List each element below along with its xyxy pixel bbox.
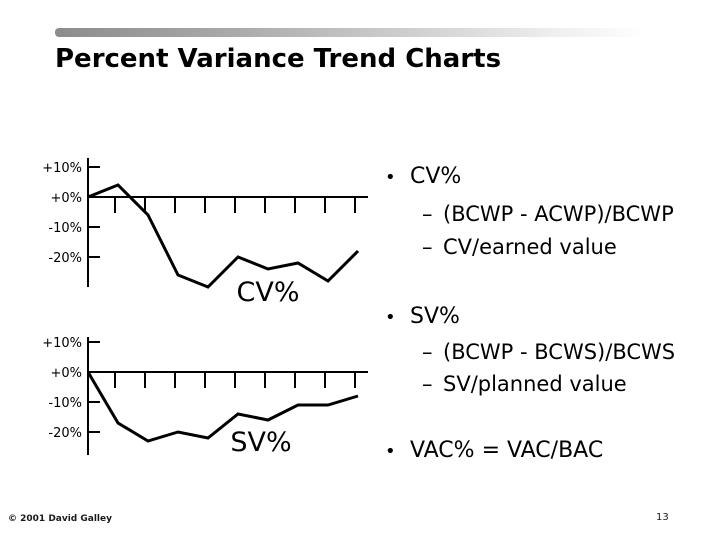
bullet-icon: •	[385, 307, 396, 328]
bullet-cv-sub-1-text: (BCWP - ACWP)/BCWP	[443, 202, 674, 226]
trend-line	[86, 371, 359, 443]
bullet-cv-sub-1: – (BCWP - ACWP)/BCWP	[422, 202, 674, 226]
chart-title-label: CV%	[237, 277, 300, 308]
dash-icon: –	[422, 372, 433, 396]
bullet-sv-sub-2-text: SV/planned value	[443, 372, 627, 396]
copyright-text: © 2001 David Galley	[8, 514, 112, 524]
y-tick-label: -10%	[48, 396, 82, 411]
y-tick-label: +10%	[42, 161, 82, 176]
sv-trend-chart: +10% +0% -10% -20% SV%	[42, 336, 368, 458]
bullet-cv: • CV%	[385, 164, 461, 189]
page-title: Percent Variance Trend Charts	[55, 44, 502, 74]
bullet-vac-label: VAC% = VAC/BAC	[410, 438, 604, 463]
dash-icon: –	[422, 202, 433, 226]
bullet-sv-sub-2: – SV/planned value	[422, 372, 627, 396]
y-tick-label: +0%	[50, 366, 82, 381]
y-tick-label: -20%	[48, 251, 82, 266]
bullet-cv-label: CV%	[410, 164, 462, 189]
bullet-cv-sub-2-text: CV/earned value	[443, 235, 617, 259]
dash-icon: –	[422, 235, 433, 259]
y-tick-label: -20%	[48, 426, 82, 441]
chart-title-label: SV%	[230, 427, 291, 458]
dash-icon: –	[422, 340, 433, 364]
bullet-sv-label: SV%	[410, 304, 460, 329]
y-tick-label: -10%	[48, 221, 82, 236]
trend-line	[87, 183, 360, 289]
page-number: 13	[656, 512, 669, 523]
header-gradient-bar	[55, 28, 647, 37]
bullet-icon: •	[385, 167, 396, 188]
bullet-icon: •	[385, 441, 396, 462]
cv-trend-chart: +10% +0% -10% -20% CV%	[42, 158, 368, 308]
bullet-sv: • SV%	[385, 304, 460, 329]
y-tick-label: +0%	[50, 191, 82, 206]
y-tick-label: +10%	[42, 336, 82, 351]
bullet-sv-sub-1: – (BCWP - BCWS)/BCWS	[422, 340, 675, 364]
bullet-sv-sub-1-text: (BCWP - BCWS)/BCWS	[443, 340, 676, 364]
bullet-cv-sub-2: – CV/earned value	[422, 235, 617, 259]
bullet-vac: • VAC% = VAC/BAC	[385, 438, 603, 463]
